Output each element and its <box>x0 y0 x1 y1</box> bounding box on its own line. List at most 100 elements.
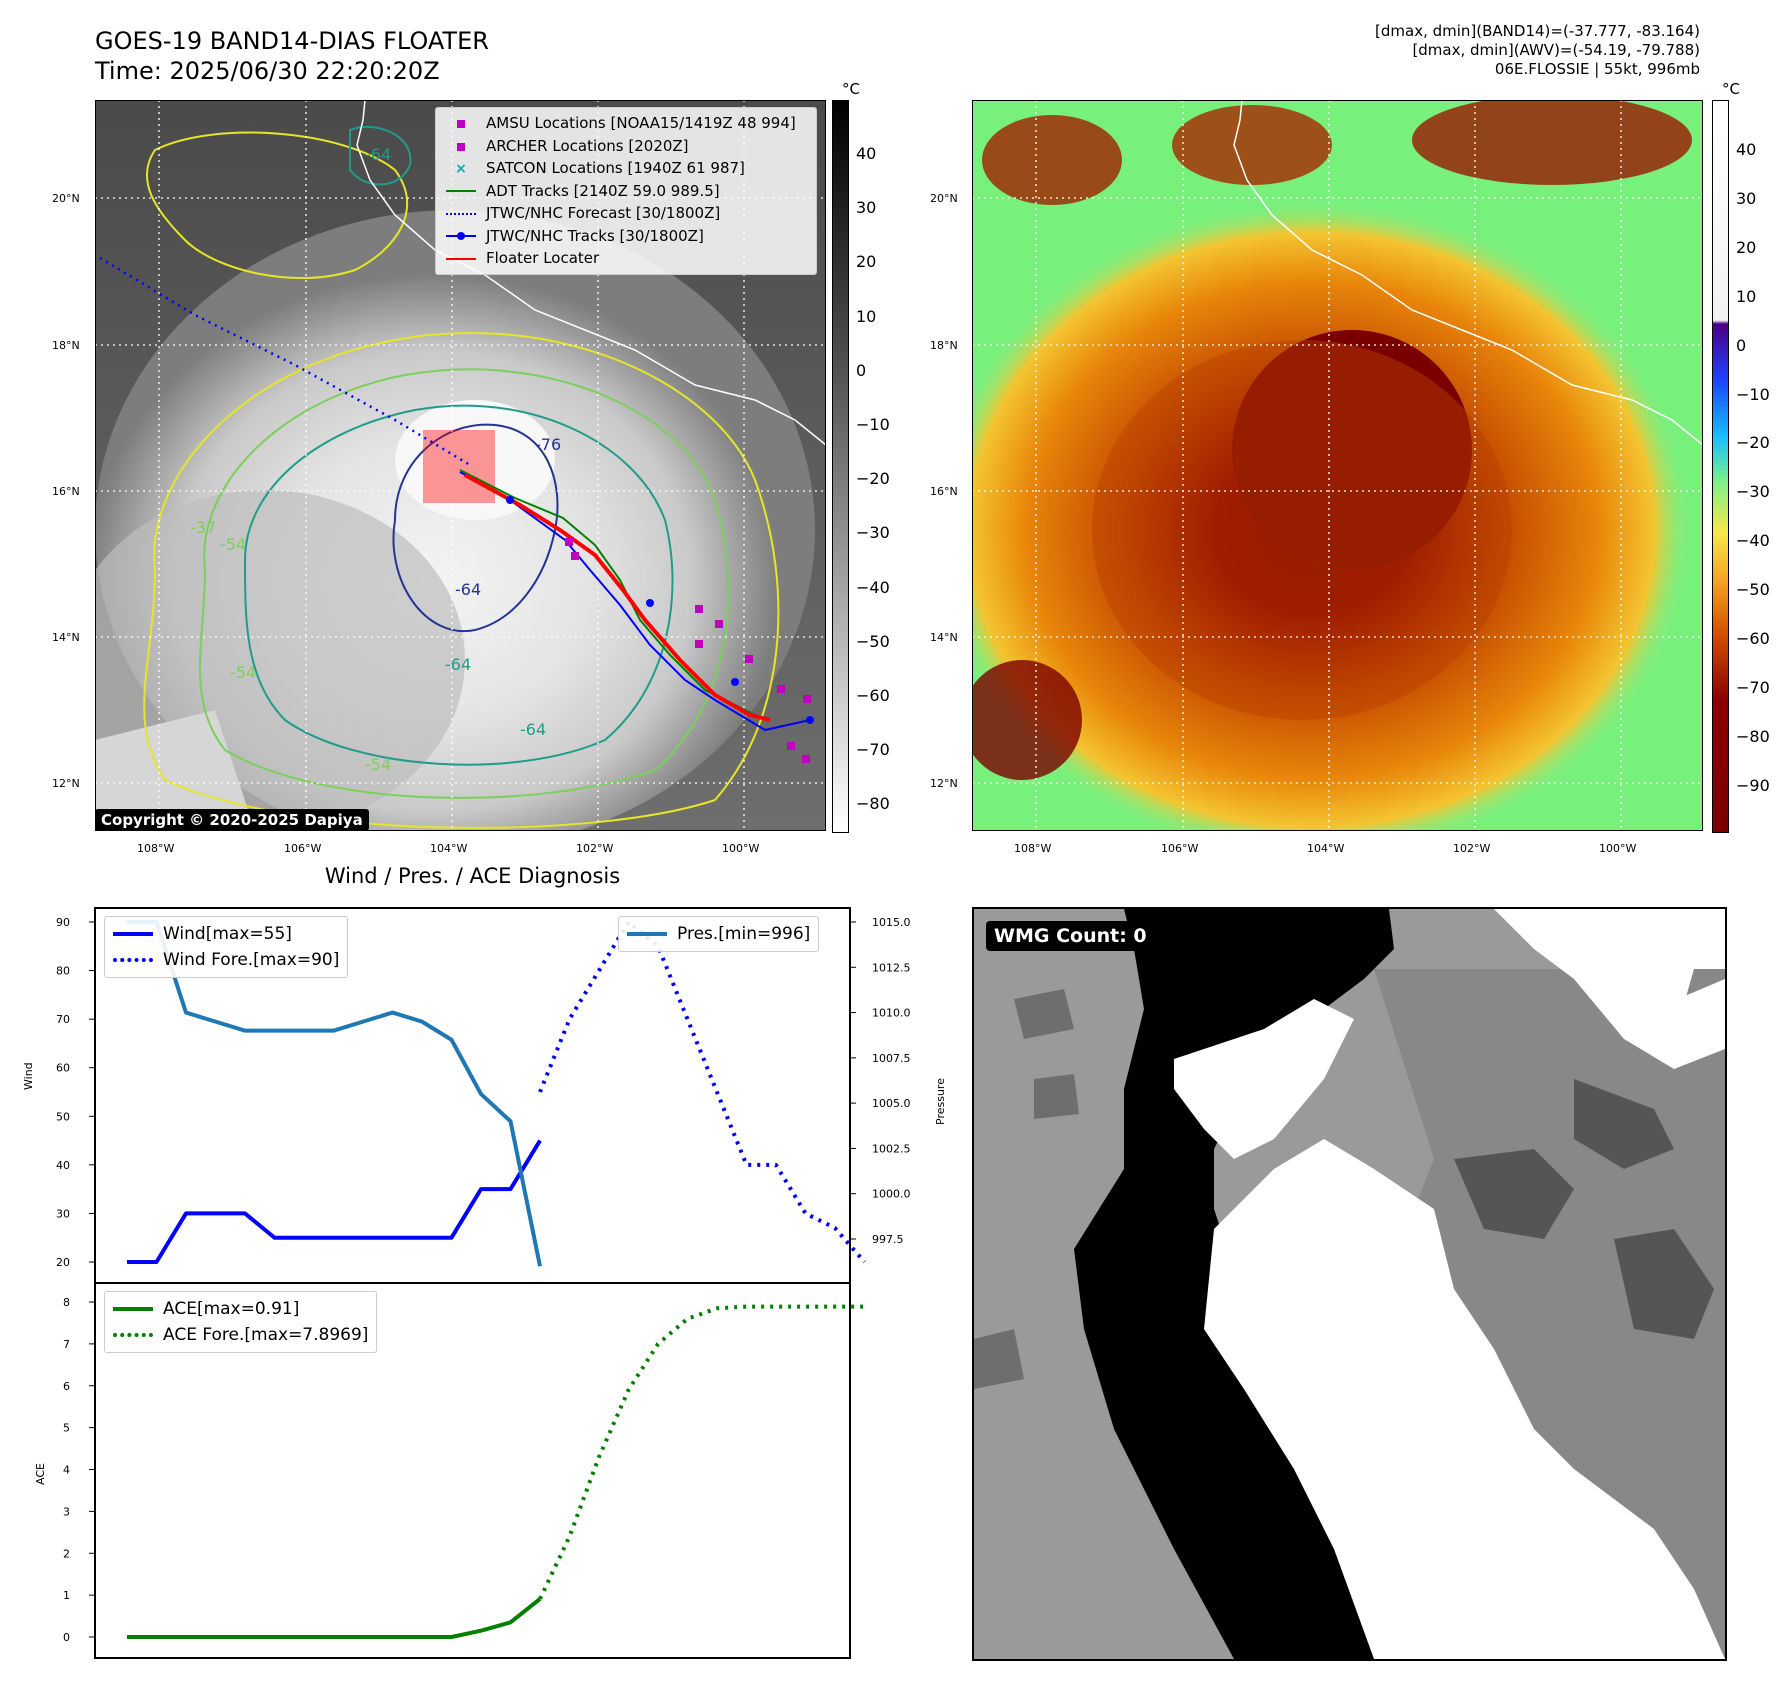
pressure-tick-label: 997.5 <box>872 1233 904 1246</box>
lon-label: 108°W <box>1014 842 1052 855</box>
contour-label: -54 <box>230 663 257 682</box>
stats-block: [dmax, dmin](BAND14)=(-37.777, -83.164) … <box>1375 22 1700 79</box>
colorbar-tick-label: 10 <box>1736 286 1757 306</box>
legend-entry: Pres.[min=996] <box>627 921 810 947</box>
wind-tick-label: 70 <box>56 1013 70 1026</box>
colorbar-tick-label: −80 <box>856 794 890 814</box>
contour-label: -54 <box>220 535 247 554</box>
colorbar-tick-label: −40 <box>1736 531 1770 551</box>
lat-label: 16°N <box>930 485 958 498</box>
wind-tick-label: 80 <box>56 965 70 978</box>
lon-label: 106°W <box>284 842 322 855</box>
legend-label: Wind Fore.[max=90] <box>163 950 340 970</box>
map-legend-marker <box>444 182 478 200</box>
map-legend-label: SATCON Locations [1940Z 61 987] <box>486 159 745 177</box>
map-legend-entry: ADT Tracks [2140Z 59.0 989.5] <box>444 182 720 200</box>
pressure-tick-label: 1012.5 <box>872 961 911 974</box>
ace-tick-label: 3 <box>63 1505 70 1518</box>
legend-label: ACE[max=0.91] <box>163 1299 300 1319</box>
ace-tick-label: 5 <box>63 1422 70 1435</box>
ace-forecast-series-line <box>538 1304 865 1600</box>
colorbar-tick-label: 40 <box>1736 140 1757 159</box>
legend-label: ACE Fore.[max=7.8969] <box>163 1325 369 1345</box>
ace-tick-label: 2 <box>63 1547 70 1560</box>
map-legend-marker <box>444 114 478 132</box>
map-legend-label: JTWC/NHC Tracks [30/1800Z] <box>486 226 704 245</box>
enhanced-map-image <box>932 95 1704 860</box>
lat-label: 14°N <box>930 631 958 644</box>
ir-map-frame <box>95 100 826 831</box>
wind-tick-label: 40 <box>56 1159 70 1172</box>
lon-label: 106°W <box>1161 842 1199 855</box>
colorbar-gray <box>832 100 849 833</box>
diagnosis-title: Wind / Pres. / ACE Diagnosis <box>324 864 621 888</box>
colorbar-tick-label: 0 <box>1736 335 1747 355</box>
colorbar-unit: °C <box>1722 80 1740 98</box>
figure-title: GOES-19 BAND14-DIAS FLOATER Time: 2025/0… <box>95 26 489 86</box>
legend-swatch <box>113 1307 153 1311</box>
wind-legend: Wind[max=55] Wind Fore.[max=90] <box>104 916 349 978</box>
map-legend-entry: AMSU Locations [NOAA15/1419Z 48 994] <box>444 114 796 132</box>
lat-label: 14°N <box>52 631 80 644</box>
pressure-tick-label: 1007.5 <box>872 1052 911 1065</box>
map-legend-entry: ARCHER Locations [2020Z] <box>444 137 689 155</box>
map-legend-entry: JTWC/NHC Tracks [30/1800Z] <box>444 227 704 245</box>
colorbar-tick-label: −40 <box>856 577 890 597</box>
map-legend: AMSU Locations [NOAA15/1419Z 48 994] ARCH… <box>435 107 817 275</box>
lat-label: 12°N <box>52 777 80 790</box>
lat-label: 16°N <box>52 485 80 498</box>
map-legend-label: AMSU Locations [NOAA15/1419Z 48 994] <box>486 114 796 132</box>
pressure-tick-label: 1015.0 <box>872 916 911 929</box>
contour-label: -76 <box>535 435 562 454</box>
pressure-tick-label: 1002.5 <box>872 1142 911 1155</box>
lon-label: 104°W <box>430 842 468 855</box>
pressure-tick-label: 1005.0 <box>872 1097 911 1110</box>
colorbar-tick-label: 0 <box>856 360 867 380</box>
enhanced-map-panel <box>932 95 1704 860</box>
ace-axes-frame <box>94 1282 851 1659</box>
colorbar-tick-label: −10 <box>856 415 890 434</box>
colorbar-tick-label: −30 <box>856 523 890 543</box>
map-legend-label: Floater Locater <box>486 249 600 267</box>
ace-series-line <box>127 1597 542 1639</box>
ace-tick-label: 7 <box>63 1338 70 1351</box>
colorbar-tick-label: −60 <box>1736 629 1770 648</box>
colorbar-tick-label: 40 <box>856 144 877 163</box>
lat-label: 20°N <box>52 192 80 205</box>
lon-label: 102°W <box>1453 842 1491 855</box>
ir-map-panel: -64 -76 -64 -64 -54 -54 -54 -37 -64 AMSU… <box>65 99 827 850</box>
pressure-tick-label: 1010.0 <box>872 1007 911 1020</box>
copyright-label: Copyright © 2020-2025 Dapiya <box>95 809 369 831</box>
legend-entry: ACE Fore.[max=7.8969] <box>113 1322 368 1348</box>
ace-tick-label: 1 <box>63 1589 70 1602</box>
contour-label: -64 <box>455 580 482 599</box>
colorbar-tick-label: 10 <box>856 306 877 326</box>
wmg-panel: WMG Count: 0 <box>972 907 1727 1661</box>
legend-entry: Wind Fore.[max=90] <box>113 947 339 973</box>
colorbar-unit: °C <box>842 80 860 98</box>
colorbar-tick-label: −50 <box>856 631 890 651</box>
colorbar-tick-label: 20 <box>856 252 877 272</box>
wind-axis-label: Wind <box>22 1062 35 1090</box>
stats-line-3: 06E.FLOSSIE | 55kt, 996mb <box>1494 60 1700 78</box>
lat-label: 18°N <box>930 339 958 352</box>
pressure-axis-label: Pressure <box>934 1078 947 1125</box>
wind-tick-label: 50 <box>56 1110 70 1123</box>
map-legend-label: ADT Tracks [2140Z 59.0 989.5] <box>486 181 720 200</box>
colorbar-tick-label: −70 <box>856 740 890 760</box>
legend-swatch <box>113 958 153 962</box>
contour-label: -54 <box>365 755 392 774</box>
map-legend-entry: × SATCON Locations [1940Z 61 987] <box>444 159 745 177</box>
ace-tick-label: 0 <box>63 1631 70 1644</box>
contour-label: -37 <box>190 518 217 537</box>
colorbar-tick-label: −10 <box>1736 384 1770 404</box>
colorbar-tick-label: −20 <box>856 469 890 489</box>
map-legend-label: ARCHER Locations [2020Z] <box>486 136 689 155</box>
pressure-legend: Pres.[min=996] <box>618 916 820 952</box>
lon-label: 102°W <box>576 842 614 855</box>
colorbar-tick-label: −50 <box>1736 580 1770 600</box>
title-line-1: GOES-19 BAND14-DIAS FLOATER <box>95 27 489 55</box>
map-legend-marker <box>444 204 478 222</box>
colorbar-tick-label: −70 <box>1736 677 1770 697</box>
legend-label: Pres.[min=996] <box>677 924 811 944</box>
